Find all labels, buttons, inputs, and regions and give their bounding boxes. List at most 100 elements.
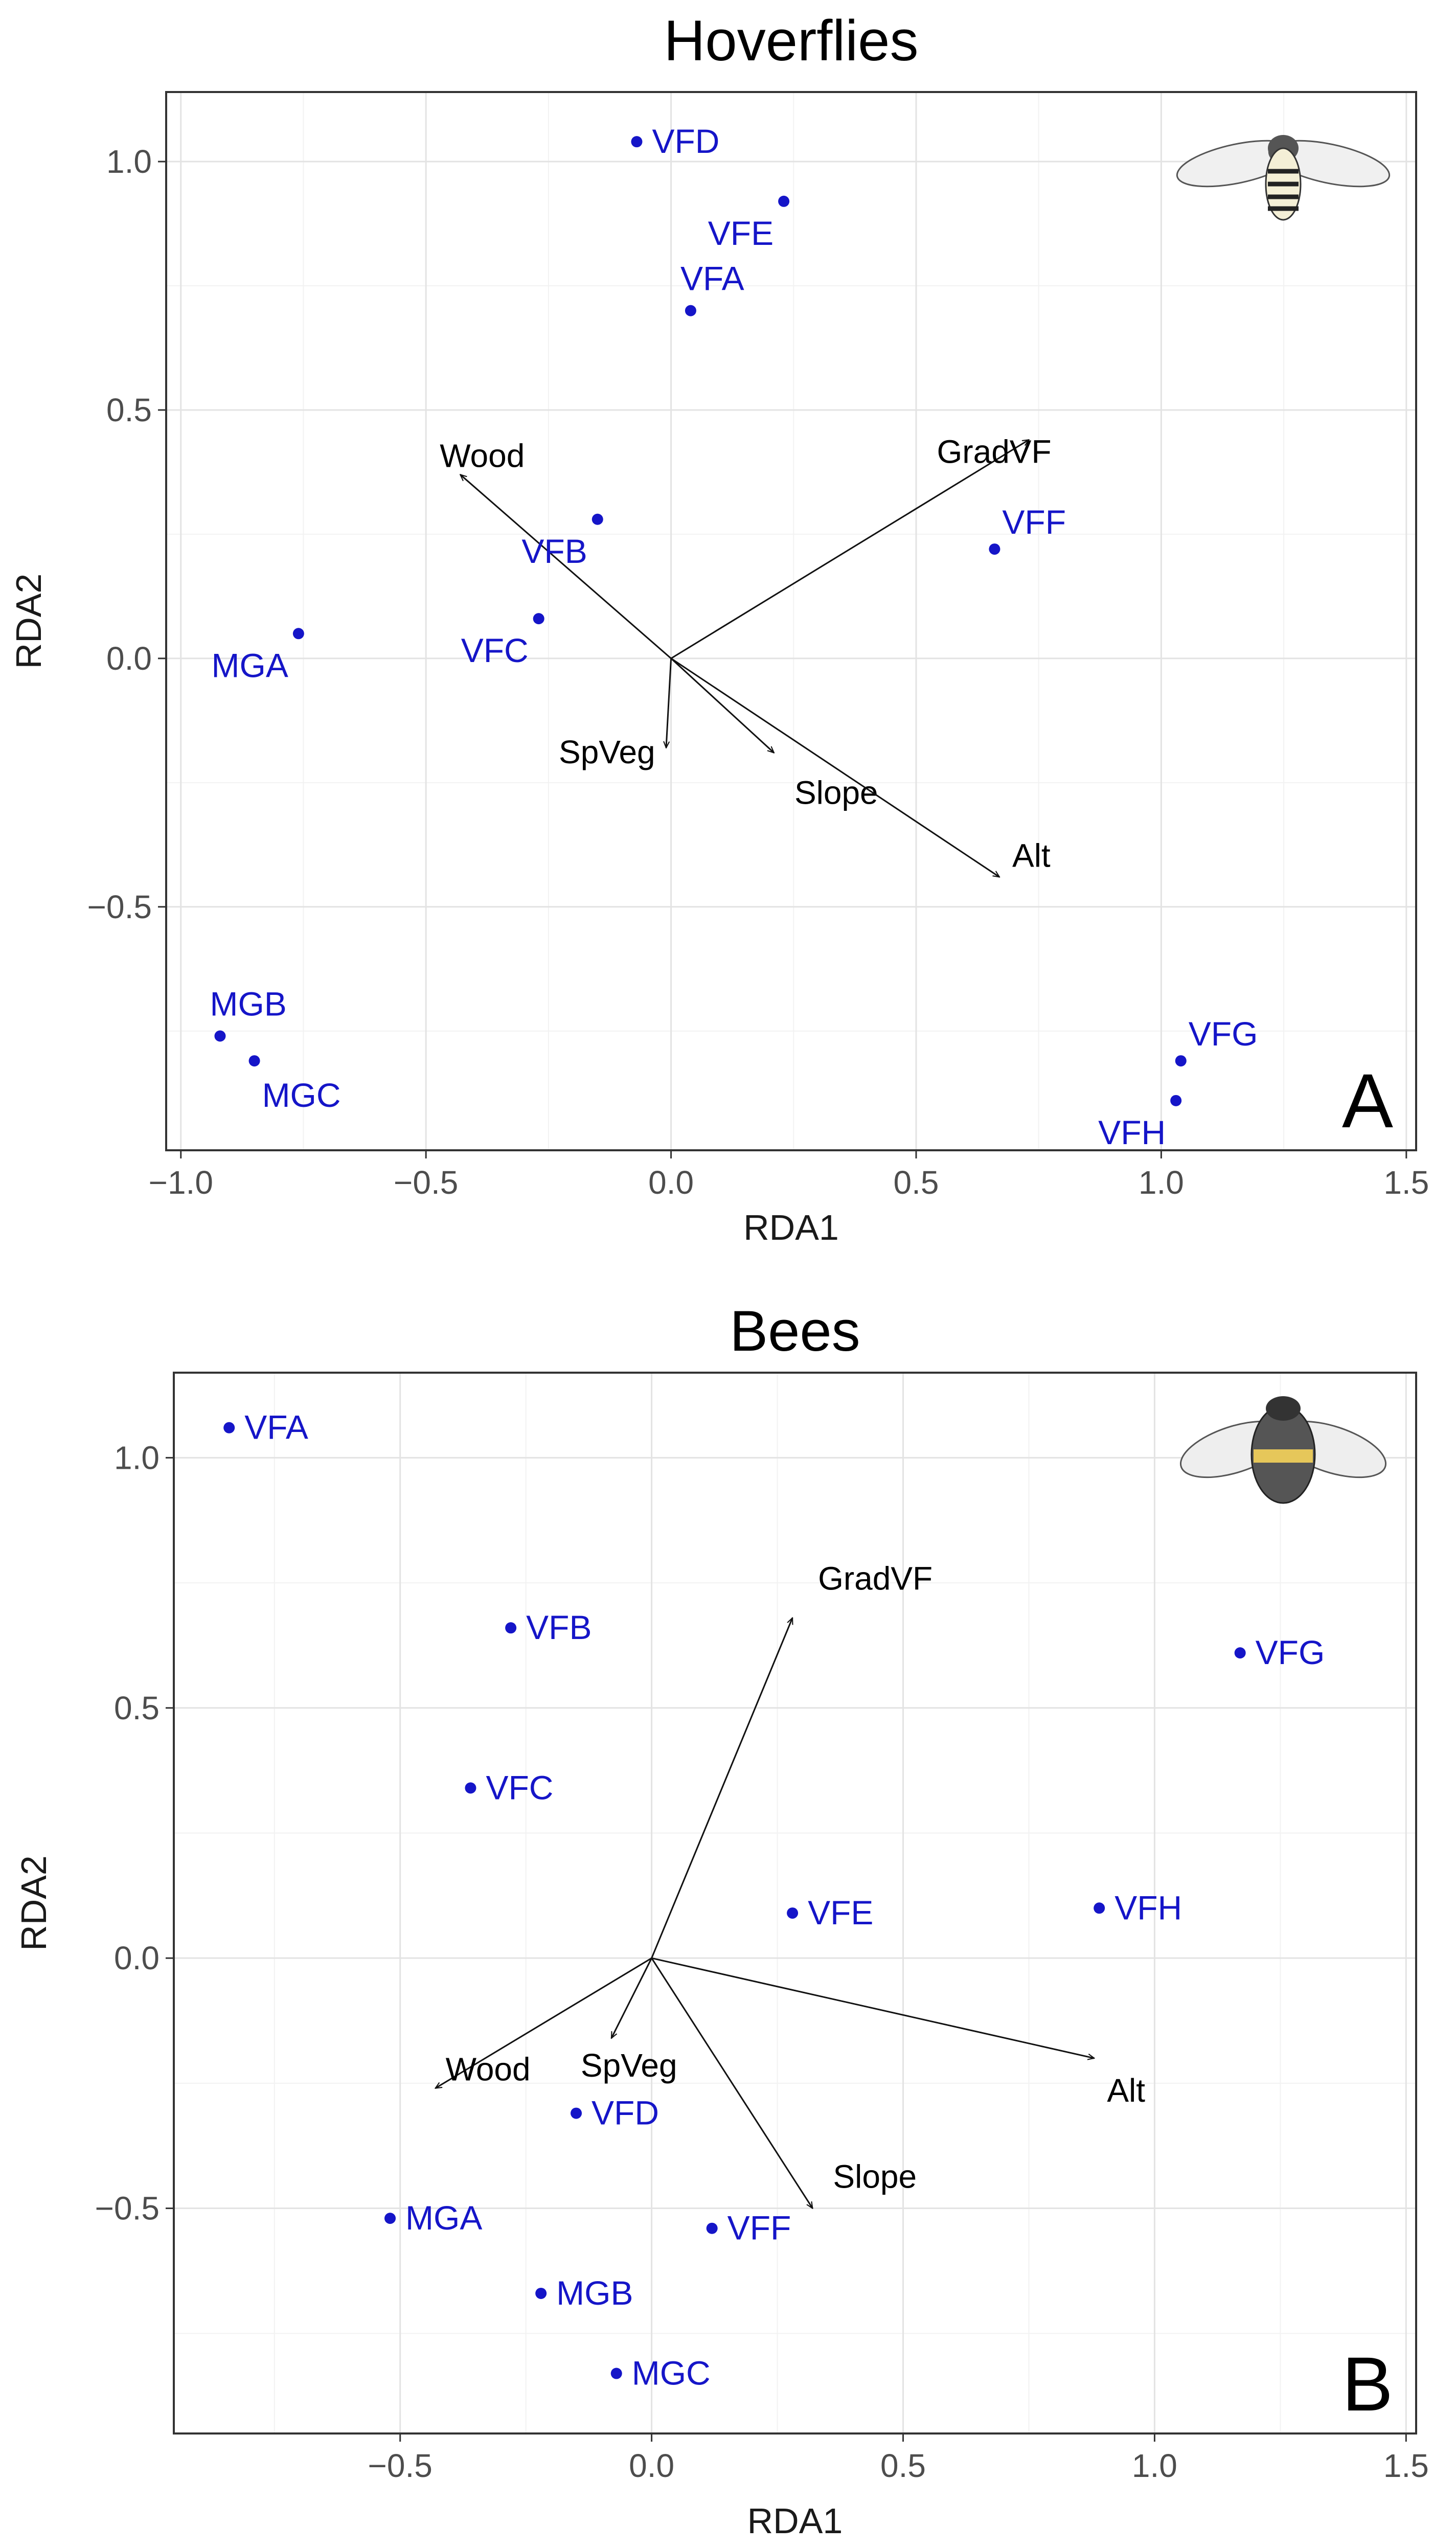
site-point-vfc bbox=[465, 1782, 476, 1794]
site-point-vfa bbox=[223, 1422, 235, 1434]
site-label-vfe: VFE bbox=[808, 1894, 873, 1931]
site-point-vfg bbox=[1234, 1647, 1246, 1659]
site-point-mga bbox=[384, 2213, 396, 2224]
x-tick-label: 1.5 bbox=[1383, 1164, 1429, 1201]
site-label-vfb: VFB bbox=[521, 532, 587, 570]
vector-arrow-gradvf bbox=[651, 1618, 792, 1959]
x-tick-label: −0.5 bbox=[394, 1164, 458, 1201]
site-point-vfd bbox=[631, 136, 643, 148]
site-point-mgc bbox=[610, 2368, 622, 2379]
bees-panel: −0.5 0.0 0.5 1.0 1.5 −0.5 0.0 0.5 1.0 Bees RDA1 RDA… bbox=[14, 1299, 1429, 2541]
site-point-vff bbox=[989, 543, 1000, 555]
x-tick-label: 1.0 bbox=[1139, 1164, 1184, 1201]
site-label-vfd: VFD bbox=[592, 2094, 659, 2132]
vector-arrow-spveg bbox=[610, 1958, 652, 2038]
plot-area bbox=[166, 92, 1416, 1150]
vector-label-spveg: SpVeg bbox=[559, 734, 655, 770]
y-axis-label: RDA2 bbox=[9, 574, 49, 669]
vector-label-slope: Slope bbox=[794, 775, 878, 811]
x-tick-label: −1.0 bbox=[149, 1164, 213, 1201]
vector-arrow-slope bbox=[651, 1958, 813, 2208]
site-label-mga: MGA bbox=[405, 2199, 482, 2237]
y-tick-label: 0.0 bbox=[114, 1940, 160, 1976]
x-tick-label: 1.0 bbox=[1132, 2447, 1177, 2484]
site-label-mgc: MGC bbox=[262, 1076, 341, 1114]
vector-arrow-gradvf bbox=[670, 440, 1029, 659]
site-point-vfh bbox=[1170, 1095, 1182, 1106]
vector-label-gradvf: GradVF bbox=[818, 1560, 932, 1597]
site-point-vfg bbox=[1175, 1055, 1187, 1067]
site-label-vfh: VFH bbox=[1114, 1889, 1182, 1926]
vector-label-slope: Slope bbox=[833, 2158, 917, 2195]
y-tick-label: 1.0 bbox=[114, 1439, 160, 1476]
site-label-vfa: VFA bbox=[680, 260, 744, 298]
site-label-mga: MGA bbox=[212, 646, 288, 684]
y-tick-label: 0.0 bbox=[106, 640, 152, 677]
site-point-vff bbox=[706, 2222, 718, 2234]
x-tick-label: 0.5 bbox=[894, 1164, 939, 1201]
site-label-vff: VFF bbox=[1002, 503, 1066, 541]
bumblebee-icon bbox=[1179, 1396, 1387, 1504]
vector-arrow-wood bbox=[460, 474, 672, 659]
plot-area bbox=[174, 1373, 1416, 2433]
site-label-vfb: VFB bbox=[526, 1608, 592, 1646]
site-label-vfg: VFG bbox=[1256, 1633, 1325, 1671]
vector-arrow-wood bbox=[436, 1957, 652, 2088]
vector-arrow-alt bbox=[651, 1957, 1095, 2058]
site-point-vfb bbox=[505, 1622, 517, 1634]
site-label-vff: VFF bbox=[727, 2209, 791, 2247]
x-tick-label: −0.5 bbox=[368, 2447, 433, 2484]
plot-frame bbox=[173, 1372, 1417, 2435]
site-label-vfa: VFA bbox=[244, 1408, 308, 1446]
x-axis-label: RDA1 bbox=[747, 2501, 843, 2541]
y-tick-label: 0.5 bbox=[114, 1690, 160, 1726]
hoverfly-icon bbox=[1176, 135, 1391, 221]
panel-label: B bbox=[1342, 2341, 1393, 2427]
vector-label-spveg: SpVeg bbox=[581, 2047, 677, 2084]
y-tick-label: 1.0 bbox=[106, 143, 152, 180]
x-tick-label: 0.5 bbox=[880, 2447, 926, 2484]
site-point-mgc bbox=[248, 1055, 260, 1067]
chart-title: Hoverflies bbox=[664, 9, 919, 73]
vector-arrow-slope bbox=[670, 657, 774, 753]
vector-arrow-spveg bbox=[666, 658, 672, 748]
yellow-band bbox=[1254, 1449, 1313, 1463]
y-tick-label: −0.5 bbox=[95, 2190, 160, 2227]
y-tick-label: 0.5 bbox=[106, 392, 152, 428]
panel-label: A bbox=[1342, 1058, 1393, 1144]
site-label-vfe: VFE bbox=[708, 214, 774, 252]
x-axis-label: RDA1 bbox=[743, 1208, 839, 1247]
x-tick-label: 1.5 bbox=[1383, 2447, 1429, 2484]
y-tick-label: −0.5 bbox=[87, 889, 152, 925]
site-point-vfb bbox=[592, 513, 603, 525]
vector-arrow-alt bbox=[670, 657, 999, 877]
site-label-mgb: MGB bbox=[556, 2274, 633, 2312]
x-tick-label: 0.0 bbox=[648, 1164, 694, 1201]
site-point-vfh bbox=[1094, 1902, 1105, 1914]
site-point-vfe bbox=[787, 1907, 799, 1919]
vector-label-gradvf: GradVF bbox=[937, 433, 1052, 470]
site-label-vfh: VFH bbox=[1098, 1113, 1166, 1151]
vector-label-alt: Alt bbox=[1107, 2072, 1145, 2109]
vector-label-wood: Wood bbox=[440, 437, 525, 474]
site-label-vfc: VFC bbox=[461, 631, 529, 669]
x-tick-label: 0.0 bbox=[629, 2447, 674, 2484]
site-point-mga bbox=[292, 628, 304, 640]
hoverflies-panel: −1.0 −0.5 0.0 0.5 1.0 1.5 −0.5 0.0 0.5 1.0 Hoverfl… bbox=[9, 9, 1429, 1247]
vector-label-wood: Wood bbox=[446, 2051, 531, 2088]
chart-title: Bees bbox=[730, 1299, 860, 1363]
plot-frame bbox=[165, 91, 1417, 1151]
site-point-vfc bbox=[533, 613, 544, 625]
site-point-vfa bbox=[685, 305, 696, 316]
site-label-vfc: VFC bbox=[486, 1768, 553, 1806]
site-label-mgc: MGC bbox=[632, 2354, 711, 2392]
site-label-vfg: VFG bbox=[1189, 1015, 1258, 1053]
y-axis-label: RDA2 bbox=[14, 1855, 54, 1951]
site-label-mgb: MGB bbox=[210, 985, 286, 1022]
site-point-vfe bbox=[778, 195, 790, 207]
vector-label-alt: Alt bbox=[1012, 837, 1051, 874]
site-label-vfd: VFD bbox=[652, 122, 719, 160]
site-point-mgb bbox=[214, 1030, 226, 1042]
head bbox=[1266, 1396, 1301, 1421]
